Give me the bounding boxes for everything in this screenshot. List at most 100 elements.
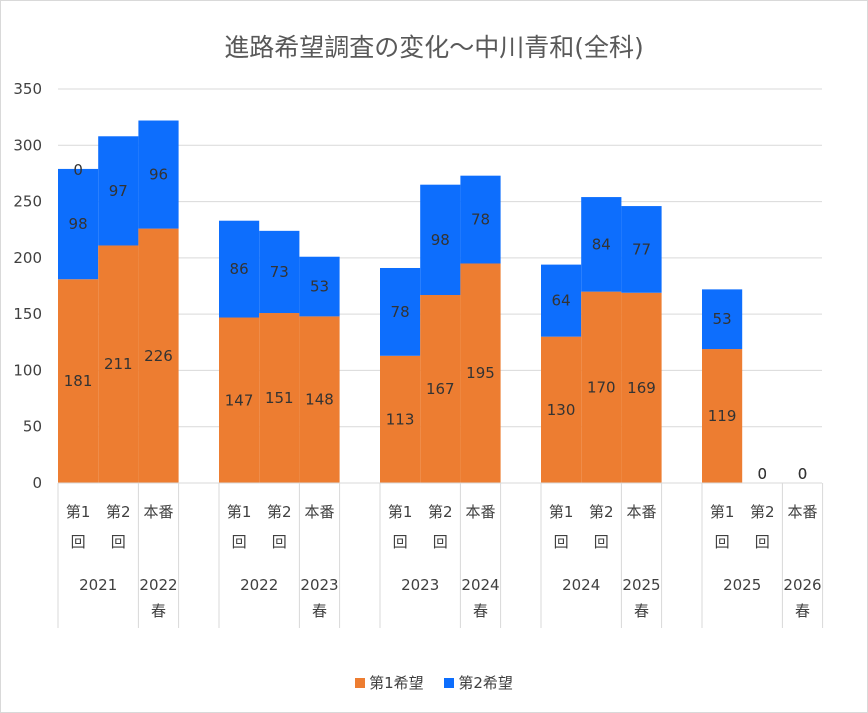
x-item-label-g0-i0-0: 第1 <box>66 503 91 521</box>
bar-series2-g0-i0 <box>58 168 99 280</box>
bar-series2-g2-i2 <box>460 175 501 264</box>
legend-swatch-series1 <box>355 678 366 688</box>
bar-series1-g3-i2 <box>621 292 662 483</box>
data-label-series2-g1-i2: 53 <box>310 278 329 296</box>
y-tick-label-4: 200 <box>13 249 42 267</box>
bar-series2-g1-i2 <box>299 256 340 317</box>
data-label-series1-g2-i1: 167 <box>426 380 455 398</box>
bar-series2-g2-i1 <box>420 184 461 296</box>
data-label-series2-g3-i0: 64 <box>552 292 571 310</box>
x-group-label-g0: 2021 <box>79 576 117 594</box>
bar-series1-g3-i1 <box>581 291 622 483</box>
legend: 第1希望 第2希望 <box>0 672 868 693</box>
x-year-label-g4-i2-1: 春 <box>795 602 810 620</box>
x-year-label-g4-i2-0: 2026 <box>783 576 821 594</box>
x-year-label-g1-i2-1: 春 <box>312 602 327 620</box>
x-item-label-g4-i0-1: 回 <box>715 533 730 551</box>
legend-item-series1: 第1希望 <box>355 672 424 693</box>
x-item-label-g2-i0-0: 第1 <box>388 503 413 521</box>
x-item-label-g3-i0-1: 回 <box>554 533 569 551</box>
data-label-series1-g0-i2: 226 <box>144 347 173 365</box>
data-label-series1-g1-i0: 147 <box>225 391 254 409</box>
data-label-series1-g3-i0: 130 <box>547 401 576 419</box>
data-label-series1-g0-i0: 181 <box>64 372 93 390</box>
bar-series1-g0-i2 <box>138 228 179 483</box>
bar-series2-g2-i0 <box>380 267 421 356</box>
x-year-label-g3-i2-1: 春 <box>634 602 649 620</box>
data-label-series1-g4-i0: 119 <box>708 407 737 425</box>
data-label-series1-g0-i1: 211 <box>104 355 133 373</box>
bar-series2-g4-i0 <box>702 289 743 350</box>
y-tick-label-7: 350 <box>13 80 42 98</box>
legend-swatch-series2 <box>444 678 455 688</box>
x-item-label-g1-i1-0: 第2 <box>267 503 292 521</box>
data-label-series1-g3-i1: 170 <box>587 378 616 396</box>
bar-series2-g0-i1 <box>98 136 139 246</box>
data-label-series1-g4-i2: 0 <box>798 465 808 483</box>
x-item-label-g3-i0-0: 第1 <box>549 503 574 521</box>
data-label-series2-g0-i1: 97 <box>109 182 128 200</box>
data-label-series2-g4-i2: 0 <box>798 465 808 483</box>
x-year-label-g2-i2-1: 春 <box>473 602 488 620</box>
data-label-series2-g2-i0: 78 <box>391 303 410 321</box>
data-label-series2-g4-i0: 53 <box>713 310 732 328</box>
x-item-label-g2-i1-1: 回 <box>433 533 448 551</box>
x-item-label-g1-i0-1: 回 <box>232 533 247 551</box>
x-item-label-g0-i2-0: 本番 <box>143 503 173 521</box>
bar-series1-g3-i0 <box>541 336 582 483</box>
x-item-label-g1-i2-0: 本番 <box>304 503 334 521</box>
x-year-label-g0-i2-1: 春 <box>151 602 166 620</box>
data-label-series2-g1-i1: 73 <box>270 263 289 281</box>
bar-series1-g2-i2 <box>460 263 501 483</box>
y-tick-label-6: 300 <box>13 136 42 154</box>
legend-label-series1: 第1希望 <box>369 674 424 692</box>
bar-series1-g1-i2 <box>299 316 340 483</box>
x-group-label-g4: 2025 <box>723 576 761 594</box>
y-tick-label-1: 50 <box>23 418 42 436</box>
x-item-label-g3-i2-0: 本番 <box>626 503 656 521</box>
x-group-label-g3: 2024 <box>562 576 600 594</box>
x-item-label-g1-i1-1: 回 <box>272 533 287 551</box>
x-item-label-g0-i1-0: 第2 <box>106 503 131 521</box>
y-tick-label-0: 0 <box>32 474 42 492</box>
data-label-series2-g2-i2: 78 <box>471 211 490 229</box>
x-item-label-g4-i1-0: 第2 <box>750 503 775 521</box>
y-tick-label-5: 250 <box>13 193 42 211</box>
x-item-label-g2-i1-0: 第2 <box>428 503 453 521</box>
x-item-label-g0-i1-1: 回 <box>111 533 126 551</box>
x-item-label-g2-i0-1: 回 <box>393 533 408 551</box>
data-label-series2-g2-i1: 98 <box>431 231 450 249</box>
data-label-series1-g4-i1: 0 <box>758 465 768 483</box>
data-label-series1-g2-i0: 113 <box>386 410 415 428</box>
x-item-label-g4-i2-0: 本番 <box>787 503 817 521</box>
data-label-series2-g4-i1: 0 <box>758 465 768 483</box>
legend-item-series2: 第2希望 <box>444 672 513 693</box>
bar-series2-g3-i2 <box>621 206 662 293</box>
data-label-series1-g1-i2: 148 <box>305 391 334 409</box>
bar-series1-g1-i0 <box>219 317 260 483</box>
bar-series1-g4-i0 <box>702 349 743 483</box>
x-group-label-g2: 2023 <box>401 576 439 594</box>
data-label-series2-g1-i0: 86 <box>230 260 249 278</box>
bar-series1-g0-i1 <box>98 245 139 483</box>
bar-series2-g3-i1 <box>581 197 622 292</box>
y-tick-label-2: 100 <box>13 361 42 379</box>
bar-series2-g1-i0 <box>219 220 260 318</box>
bar-series2-g3-i0 <box>541 264 582 337</box>
data-label-series1-g3-i2: 169 <box>627 379 656 397</box>
x-item-label-g0-i0-1: 回 <box>71 533 86 551</box>
bar-series2-g1-i1 <box>259 230 300 314</box>
x-item-label-g3-i1-1: 回 <box>594 533 609 551</box>
x-item-label-g2-i2-0: 本番 <box>465 503 495 521</box>
x-year-label-g1-i2-0: 2023 <box>300 576 338 594</box>
x-item-label-g1-i0-0: 第1 <box>227 503 252 521</box>
data-label-series2-g0-i0: 98 <box>69 215 88 233</box>
x-item-label-g4-i0-0: 第1 <box>710 503 735 521</box>
x-year-label-g3-i2-0: 2025 <box>622 576 660 594</box>
data-label-series2-g3-i1: 84 <box>592 235 611 253</box>
data-label-series2-g3-i2: 77 <box>632 240 651 258</box>
data-label-series2-g0-i2: 96 <box>149 166 168 184</box>
x-group-label-g1: 2022 <box>240 576 278 594</box>
bar-series1-g1-i1 <box>259 313 300 483</box>
